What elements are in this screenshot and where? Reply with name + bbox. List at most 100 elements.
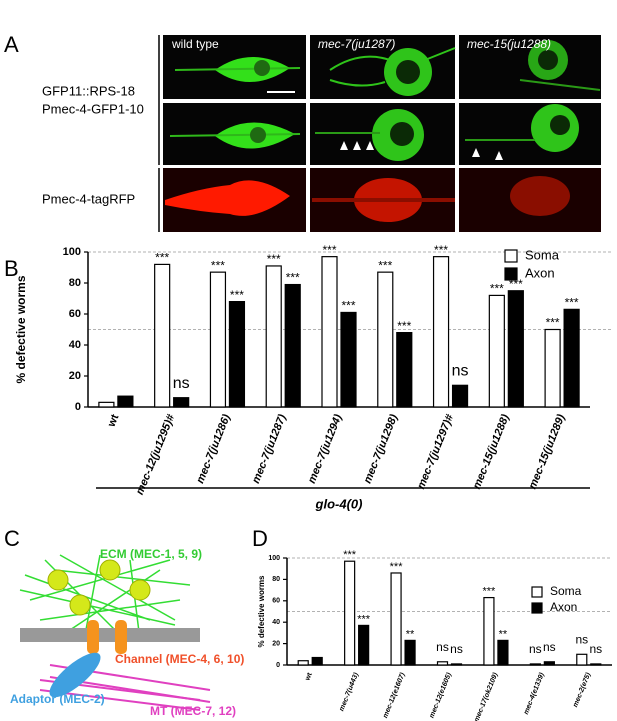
- diagram-label: Adaptor (MEC-2): [10, 692, 105, 706]
- bar: [154, 263, 171, 408]
- significance-label: ***: [211, 258, 225, 272]
- x-tick-label: mec-17(ok2109): [473, 671, 499, 721]
- diagram-label: Channel (MEC-4, 6, 10): [115, 652, 244, 666]
- bar: [344, 560, 356, 666]
- significance-label: ***: [322, 243, 336, 257]
- y-tick-label: 60: [69, 308, 81, 320]
- legend-label: Axon: [550, 600, 577, 614]
- column-label: wild type: [171, 37, 219, 51]
- bar: [340, 311, 357, 408]
- significance-label: ns: [450, 642, 463, 656]
- significance-label: ***: [390, 561, 404, 573]
- diagram-label: MT (MEC-7, 12): [150, 704, 236, 718]
- bar: [544, 328, 561, 408]
- y-tick-label: 20: [69, 370, 81, 382]
- legend-swatch: [531, 602, 543, 614]
- bar: [497, 639, 509, 666]
- panel-letter: B: [4, 256, 19, 281]
- y-tick-label: 20: [272, 640, 280, 647]
- significance-label: ns: [543, 640, 556, 654]
- micrographs: [163, 35, 601, 232]
- significance-label: ***: [434, 243, 448, 257]
- row-label: GFP11::RPS-18: [42, 83, 135, 98]
- x-tick-label: mec-7(ju1298): [362, 412, 401, 485]
- significance-label: **: [406, 628, 415, 640]
- x-tick-label: wt: [304, 671, 314, 682]
- significance-label: ***: [546, 316, 560, 330]
- bar: [563, 308, 580, 408]
- bar: [451, 384, 469, 408]
- significance-label: ***: [343, 549, 357, 561]
- significance-label: **: [499, 628, 508, 640]
- panel-letter: A: [4, 32, 19, 57]
- significance-label: ***: [483, 585, 497, 597]
- y-tick-label: 80: [69, 277, 81, 289]
- bar: [228, 301, 246, 408]
- bar: [507, 290, 524, 408]
- legend-label: Soma: [525, 247, 560, 262]
- significance-label: ns: [173, 375, 190, 392]
- bar: [576, 653, 588, 666]
- legend-label: Axon: [525, 265, 555, 280]
- significance-label: ***: [490, 282, 504, 296]
- y-tick-label: 100: [63, 246, 81, 258]
- legend-swatch: [504, 249, 518, 263]
- x-tick-label: mec-12(ju1295)#: [134, 412, 178, 497]
- bar: [173, 397, 190, 408]
- bar: [98, 401, 115, 408]
- group-label: glo-4(0): [315, 496, 363, 511]
- bar: [390, 572, 402, 666]
- column-label: mec-15(ju1288): [467, 37, 551, 51]
- bar: [488, 294, 505, 408]
- x-tick-label: mec-12(e1607): [382, 671, 407, 719]
- x-tick-label: mec-12(e1605): [428, 671, 453, 719]
- legend-label: Soma: [550, 584, 582, 598]
- x-tick-label: mec-7(ju1294): [306, 412, 345, 485]
- x-tick-label: mec-15(ju1288): [471, 412, 512, 491]
- bar: [297, 660, 309, 666]
- y-tick-label: 0: [75, 401, 81, 413]
- y-tick-label: 60: [272, 598, 280, 605]
- x-tick-label: wt: [105, 412, 121, 429]
- column-label: mec-7(ju1287): [318, 37, 395, 51]
- y-axis-label: % defective worms: [14, 275, 28, 383]
- x-tick-label: mec-2(e75): [572, 671, 592, 708]
- bar: [265, 265, 282, 408]
- significance-label: ns: [589, 642, 602, 656]
- x-tick-label: mec-7(ju1297)#: [415, 412, 456, 491]
- diagram-label: ECM (MEC-1, 5, 9): [100, 547, 202, 561]
- significance-label: ns: [575, 632, 588, 646]
- bar: [590, 663, 602, 666]
- row-label: Pmec-4-tagRFP: [42, 191, 135, 206]
- bar: [543, 661, 555, 666]
- significance-label: ***: [230, 288, 244, 302]
- x-tick-label: mec-7(u443): [338, 671, 360, 712]
- panel-letter: C: [4, 526, 20, 551]
- significance-label: ***: [155, 251, 169, 265]
- y-tick-label: 0: [276, 662, 280, 669]
- significance-label: ***: [397, 319, 411, 333]
- x-tick-label: mec-4(e1339): [523, 671, 546, 715]
- mechanotransduction-diagram: [19, 554, 211, 711]
- x-tick-label: mec-7(ju1286): [194, 412, 233, 485]
- bar: [404, 639, 416, 666]
- legend-swatch: [504, 267, 518, 281]
- bar: [377, 271, 394, 408]
- significance-label: ***: [357, 613, 371, 625]
- bar: [117, 395, 134, 408]
- bar: [284, 283, 301, 408]
- bar: [529, 663, 541, 666]
- significance-label: ***: [378, 258, 392, 272]
- significance-label: ***: [565, 296, 579, 310]
- significance-label: ***: [267, 252, 281, 266]
- bar: [311, 656, 323, 666]
- significance-label: ***: [341, 299, 355, 313]
- bar: [358, 624, 370, 666]
- significance-label: ***: [286, 271, 300, 285]
- x-tick-label: mec-15(ju1289): [527, 412, 568, 491]
- bar: [432, 256, 450, 408]
- bar: [209, 271, 227, 408]
- x-tick-label: mec-7(ju1287): [250, 412, 289, 485]
- panel-letter: D: [252, 526, 268, 551]
